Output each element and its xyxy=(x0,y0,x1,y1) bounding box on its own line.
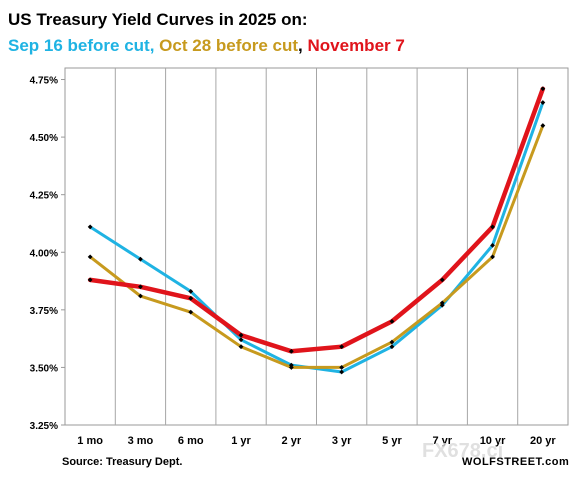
source-note: Source: Treasury Dept. xyxy=(62,456,183,468)
series-line xyxy=(88,124,545,369)
chart-subtitle: Sep 16 before cut, Oct 28 before cut, No… xyxy=(8,36,405,56)
data-point-marker xyxy=(339,369,345,375)
y-tick-label: 4.50% xyxy=(30,133,58,144)
data-point-marker xyxy=(490,254,495,260)
data-point-marker xyxy=(389,318,395,324)
y-tick-label: 3.25% xyxy=(30,421,58,432)
series-line xyxy=(87,86,546,354)
x-tick-label: 1 mo xyxy=(77,435,103,447)
subtitle-part: Sep 16 before cut xyxy=(8,36,150,55)
data-point-marker xyxy=(188,289,194,294)
x-tick-label: 7 yr xyxy=(432,435,452,447)
data-point-marker xyxy=(87,277,93,283)
data-point-marker xyxy=(288,365,294,370)
x-tick-label: 10 yr xyxy=(480,435,506,447)
subtitle-part: Oct 28 before cut xyxy=(159,36,299,55)
data-point-marker xyxy=(490,242,495,248)
x-tick-label: 20 yr xyxy=(530,435,556,447)
x-tick-label: 3 yr xyxy=(332,435,352,447)
data-point-marker xyxy=(188,309,194,315)
data-point-marker xyxy=(288,348,294,354)
data-point-marker xyxy=(389,344,395,350)
data-point-marker xyxy=(490,224,495,230)
data-point-marker xyxy=(439,277,445,283)
x-tick-label: 2 yr xyxy=(282,435,302,447)
data-point-marker xyxy=(439,300,445,306)
subtitle-part: , xyxy=(149,36,160,55)
x-tick-label: 5 yr xyxy=(382,435,402,447)
x-tick-label: 3 mo xyxy=(128,435,154,447)
subtitle-part: , xyxy=(298,36,308,55)
credit-note: WOLFSTREET.com xyxy=(462,456,570,468)
data-point-marker xyxy=(540,86,546,92)
data-point-marker xyxy=(87,224,93,230)
chart-title: US Treasury Yield Curves in 2025 on: xyxy=(8,10,308,29)
data-point-marker xyxy=(238,337,244,343)
watermark: FX678.ci xyxy=(422,440,504,462)
data-point-marker xyxy=(238,344,244,350)
data-point-marker xyxy=(540,100,546,105)
y-tick-label: 4.00% xyxy=(30,248,58,259)
data-point-marker xyxy=(87,254,93,260)
x-tick-label: 1 yr xyxy=(231,435,251,447)
data-point-marker xyxy=(389,339,395,345)
y-tick-label: 4.25% xyxy=(30,191,58,202)
data-point-marker xyxy=(188,295,194,301)
data-point-marker xyxy=(138,293,143,299)
data-point-marker xyxy=(339,365,345,370)
data-point-marker xyxy=(238,332,244,338)
y-tick-label: 3.50% xyxy=(30,363,58,374)
subtitle-part: November 7 xyxy=(307,36,405,55)
data-point-marker xyxy=(339,344,345,350)
y-tick-label: 4.75% xyxy=(30,76,58,87)
data-point-marker xyxy=(138,256,143,262)
data-point-marker xyxy=(540,123,546,128)
data-point-marker xyxy=(138,284,143,290)
y-tick-label: 3.75% xyxy=(30,306,58,317)
x-tick-label: 6 mo xyxy=(178,435,204,447)
